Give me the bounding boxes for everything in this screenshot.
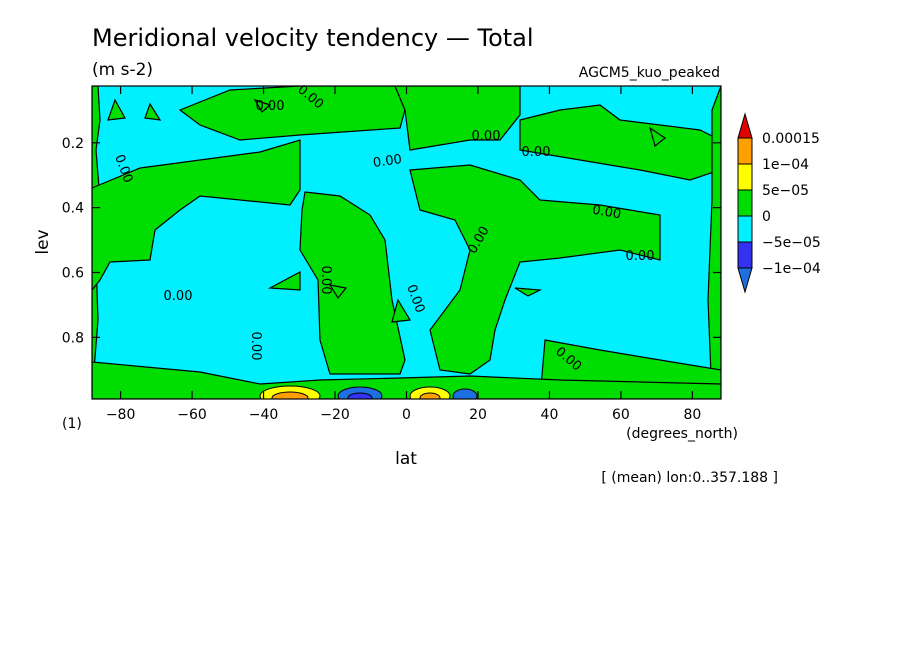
region-island-6 bbox=[328, 284, 348, 300]
y-tick-label: 0.2 bbox=[62, 136, 84, 152]
contour-label: 0.00 bbox=[248, 332, 263, 361]
region-left-midband bbox=[92, 139, 301, 291]
contour-label: 0.00 bbox=[626, 249, 655, 264]
extreme-negative-right bbox=[452, 388, 478, 399]
y-axis: 0.2 0.4 0.6 0.8 bbox=[62, 136, 721, 346]
colorbar-swatch bbox=[737, 137, 753, 165]
x-tick-label: −60 bbox=[177, 407, 207, 423]
x-tick-label: 60 bbox=[612, 407, 630, 423]
y-axis-units: (1) bbox=[62, 416, 82, 432]
contour-label: 0.00 bbox=[372, 152, 403, 171]
region-equator-upper bbox=[394, 86, 521, 151]
colorbar-swatch bbox=[737, 241, 753, 269]
region-island-5 bbox=[648, 126, 667, 148]
filled-contours bbox=[92, 86, 721, 399]
colorbar-label: 5e−05 bbox=[762, 183, 809, 199]
region-upper-band bbox=[178, 86, 406, 141]
colorbar-label: −1e−04 bbox=[762, 261, 821, 277]
plot-area: 0.000.000.00 0.000.000.000.000.000.000.00… bbox=[91, 82, 722, 400]
colorbar-swatch bbox=[737, 215, 753, 243]
region-island-3 bbox=[253, 98, 272, 113]
chart-title: Meridional velocity tendency — Total bbox=[92, 24, 534, 52]
x-axis-units: (degrees_north) bbox=[626, 426, 738, 442]
x-tick-label: −40 bbox=[249, 407, 279, 423]
x-axis: −80 −60 −40 −20 0 20 40 60 80 bbox=[106, 86, 701, 423]
colorbar-label: 1e−04 bbox=[762, 157, 809, 173]
colorbar: 0.00015 1e−04 5e−05 0 −5e−05 −1e−04 bbox=[737, 112, 821, 294]
contour-label: 0.00 bbox=[164, 289, 193, 304]
region-island-1 bbox=[107, 98, 126, 121]
y-tick-label: 0.4 bbox=[62, 201, 84, 217]
region-bottom-band bbox=[92, 361, 721, 399]
chart-units: (m s-2) bbox=[92, 60, 153, 80]
region-lower-left bbox=[267, 271, 301, 291]
contour-label: 0.00 bbox=[591, 203, 622, 223]
y-tick-label: 0.6 bbox=[62, 266, 84, 282]
extreme-negative-center-core bbox=[347, 392, 373, 399]
colorbar-label: 0 bbox=[762, 209, 771, 225]
colorbar-cap-bottom bbox=[737, 267, 753, 294]
x-tick-label: 20 bbox=[469, 407, 487, 423]
region-island-2 bbox=[144, 102, 162, 121]
contour-label: 0.00 bbox=[256, 99, 285, 114]
contour-label: 0.00 bbox=[472, 129, 501, 144]
region-island-7 bbox=[514, 287, 543, 297]
x-tick-label: −20 bbox=[320, 407, 350, 423]
extreme-positive-equator-core bbox=[419, 392, 441, 399]
contour-label: 0.00 bbox=[522, 145, 551, 160]
region-right-column bbox=[409, 164, 661, 375]
colorbar-label: −5e−05 bbox=[762, 235, 821, 251]
contour-label: 0.00 bbox=[318, 266, 333, 295]
x-tick-label: 0 bbox=[402, 407, 411, 423]
x-tick-label: 80 bbox=[683, 407, 701, 423]
region-right-edge bbox=[707, 86, 721, 399]
averaging-note: [ (mean) lon:0..357.188 ] bbox=[601, 470, 778, 486]
x-tick-label: −80 bbox=[106, 407, 136, 423]
y-tick-label: 0.8 bbox=[62, 330, 84, 346]
region-central-column bbox=[299, 191, 406, 375]
dataset-label: AGCM5_kuo_peaked bbox=[579, 65, 720, 81]
extreme-positive-left-core bbox=[271, 391, 309, 399]
colorbar-swatch bbox=[737, 189, 753, 217]
x-axis-label: lat bbox=[395, 449, 417, 469]
region-island-4 bbox=[391, 298, 411, 323]
colorbar-swatch bbox=[737, 163, 753, 191]
y-axis-label: lev bbox=[33, 229, 53, 254]
x-tick-label: 40 bbox=[541, 407, 559, 423]
colorbar-label: 0.00015 bbox=[762, 131, 820, 147]
surface-extremes bbox=[259, 385, 478, 399]
